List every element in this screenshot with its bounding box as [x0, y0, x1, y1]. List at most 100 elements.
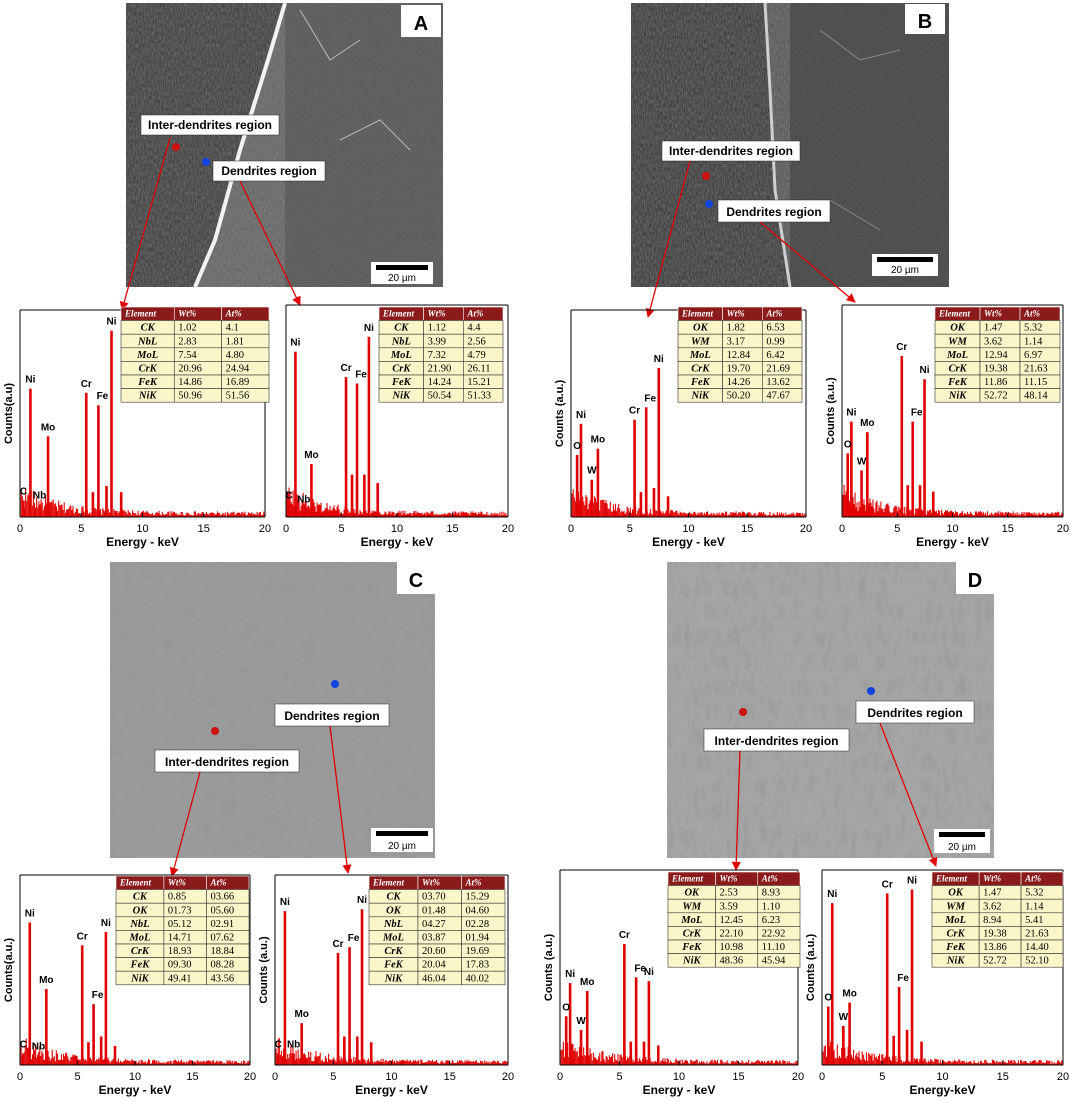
- table-value: 09.30: [168, 960, 192, 971]
- peak-label: Mo: [842, 989, 856, 1000]
- table-value: 4.4: [467, 323, 481, 334]
- table-header: Element: [372, 878, 404, 888]
- spectrum-peak: [355, 383, 359, 517]
- table-value: 01.48: [422, 905, 446, 916]
- spectrum-peak: [830, 903, 834, 1065]
- peak-label: Cr: [882, 879, 893, 890]
- table-value: 50.20: [727, 391, 751, 402]
- table-element: OK: [684, 888, 700, 899]
- table-element: CrK: [392, 364, 411, 375]
- peak-label: O: [844, 439, 852, 450]
- dendrites-callout: Dendrites region: [274, 680, 390, 874]
- table-header: Element: [124, 309, 156, 319]
- spectrum-peak: [99, 1036, 103, 1065]
- x-tick-label: 10: [391, 523, 403, 535]
- table-value: 3.62: [983, 901, 1001, 912]
- spectrum-peak: [45, 989, 48, 1065]
- spectrum-B-dendrite: O Ni W Mo Cr Fe Ni 0 5 10 15 20 Energy - keV Counts (…: [825, 304, 1069, 549]
- peak-label: Fe: [355, 369, 367, 380]
- table-value: 3.59: [720, 901, 738, 912]
- table-value: 22.92: [762, 929, 786, 940]
- peak-label: Mo: [39, 975, 53, 986]
- x-tick-label: 10: [682, 523, 694, 535]
- spectrum-peak: [892, 1035, 895, 1065]
- x-axis-label: Energy - keV: [652, 535, 725, 549]
- peak-label: Nb: [287, 1040, 300, 1051]
- table-element: CK: [141, 323, 156, 334]
- spectrum-noise: [275, 1037, 508, 1065]
- composition-table: Element Wt% At% CK 0.85 03.66 OK 01.73 05.60 NbL 0…: [115, 875, 250, 986]
- callout-arrow: [731, 750, 741, 871]
- table-value: 5.32: [1025, 888, 1043, 899]
- table-element: MoL: [136, 350, 158, 361]
- table-element: WM: [946, 901, 965, 912]
- peak-label: Ni: [357, 895, 367, 906]
- table-value: 48.14: [1024, 391, 1048, 402]
- region-label: Inter-dendrites region: [148, 118, 272, 132]
- peak-label: Ni: [920, 365, 930, 376]
- table-header: At%: [225, 309, 243, 319]
- table-element: CrK: [139, 364, 158, 375]
- dendrite-marker: [202, 158, 210, 166]
- table-value: 03.87: [422, 933, 446, 944]
- table-value: 3.17: [727, 336, 745, 347]
- table-value: 15.29: [465, 892, 489, 903]
- peak-label: Cr: [340, 363, 351, 374]
- spectrum-peak: [29, 388, 32, 517]
- peak-label: Ni: [846, 408, 856, 419]
- x-tick-label: 0: [568, 523, 574, 535]
- table-element: WM: [682, 901, 701, 912]
- table-value: 13.86: [983, 942, 1007, 953]
- table-element: FeK: [690, 377, 711, 388]
- inter-dendrites-callout: Inter-dendrites region: [154, 727, 300, 877]
- x-tick-label: 10: [385, 1071, 397, 1083]
- callout-arrow: [169, 771, 201, 877]
- composition-table: Element Wt% At% OK 2.53 8.93 WM 3.59 1.10 MoL 12.4…: [667, 871, 801, 968]
- table-value: 11.86: [984, 377, 1007, 388]
- peak-label: Fe: [97, 391, 109, 402]
- table-header: Wt%: [984, 309, 1003, 319]
- table-value: 40.02: [465, 973, 489, 984]
- table-value: 0.99: [766, 336, 784, 347]
- inter-marker: [172, 143, 180, 151]
- table-value: 6.53: [766, 323, 784, 334]
- spectrum-peak: [585, 990, 589, 1065]
- table-value: 21.90: [428, 364, 452, 375]
- scale-bar-label: 20 µm: [891, 265, 919, 276]
- table-element: MoL: [946, 350, 968, 361]
- table-value: 6.97: [1024, 350, 1042, 361]
- table-value: 52.10: [1025, 956, 1049, 967]
- spectrum-peak: [84, 392, 88, 517]
- scale-bar: 20 µm: [934, 829, 990, 853]
- spectrum-noise: [842, 485, 1063, 517]
- peak-label: W: [576, 1016, 586, 1027]
- spectrum-peak: [28, 922, 32, 1065]
- spectrum-peak: [629, 1041, 633, 1065]
- table-value: 10.98: [720, 942, 744, 953]
- spectrum-peak: [931, 491, 935, 517]
- table-element: FeK: [947, 377, 968, 388]
- x-tick-label: 10: [946, 523, 958, 535]
- spectrum-peak: [897, 987, 901, 1065]
- spectrum-peak: [826, 1006, 830, 1065]
- table-value: 1.14: [1025, 901, 1044, 912]
- spectrum-peak: [842, 1026, 845, 1065]
- x-tick-label: 20: [1057, 523, 1069, 535]
- spectrum-peak: [376, 483, 379, 517]
- y-axis-label: Counts (a.u.): [258, 936, 270, 1004]
- table-value: 4.1: [226, 323, 239, 334]
- table-value: 2.56: [467, 336, 485, 347]
- scale-bar: 20 µm: [371, 262, 433, 284]
- peak-label: Cr: [619, 930, 630, 941]
- spectrum-noise: [20, 489, 265, 517]
- x-tick-label: 5: [627, 523, 633, 535]
- dendrite-marker: [331, 680, 339, 688]
- spectrum-peak: [292, 1053, 295, 1065]
- region-label: Inter-dendrites region: [714, 734, 838, 748]
- table-element: MoL: [689, 350, 711, 361]
- y-axis-label: Counts (a.u.): [543, 934, 555, 1002]
- x-tick-label: 5: [330, 1071, 336, 1083]
- scale-bar-label: 20 µm: [388, 273, 416, 284]
- table-value: 48.36: [720, 956, 744, 967]
- spectrum-peak: [634, 977, 638, 1065]
